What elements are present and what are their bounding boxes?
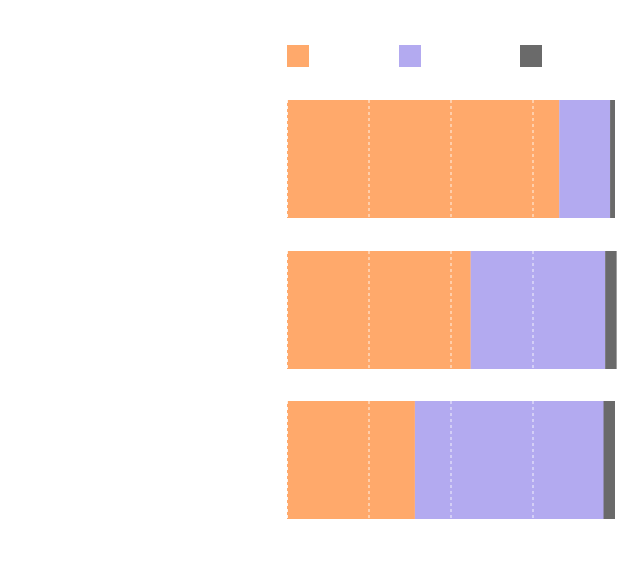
legend bbox=[287, 45, 542, 67]
bar-3-segment-1 bbox=[287, 401, 415, 519]
bar-1-segment-3 bbox=[610, 100, 615, 218]
bar-2-segment-1 bbox=[287, 251, 471, 369]
bar-2-segment-2 bbox=[470, 251, 606, 369]
legend-swatch-2 bbox=[399, 45, 421, 67]
bar-1-segment-1 bbox=[287, 100, 560, 218]
gridlines bbox=[287, 100, 534, 519]
bar-1-segment-2 bbox=[559, 100, 611, 218]
legend-swatch-1 bbox=[287, 45, 309, 67]
bar-3-segment-2 bbox=[414, 401, 604, 519]
bar-3-segment-3 bbox=[603, 401, 615, 519]
bar-2-segment-3 bbox=[605, 251, 617, 369]
bars bbox=[287, 100, 617, 519]
legend-swatch-3 bbox=[520, 45, 542, 67]
